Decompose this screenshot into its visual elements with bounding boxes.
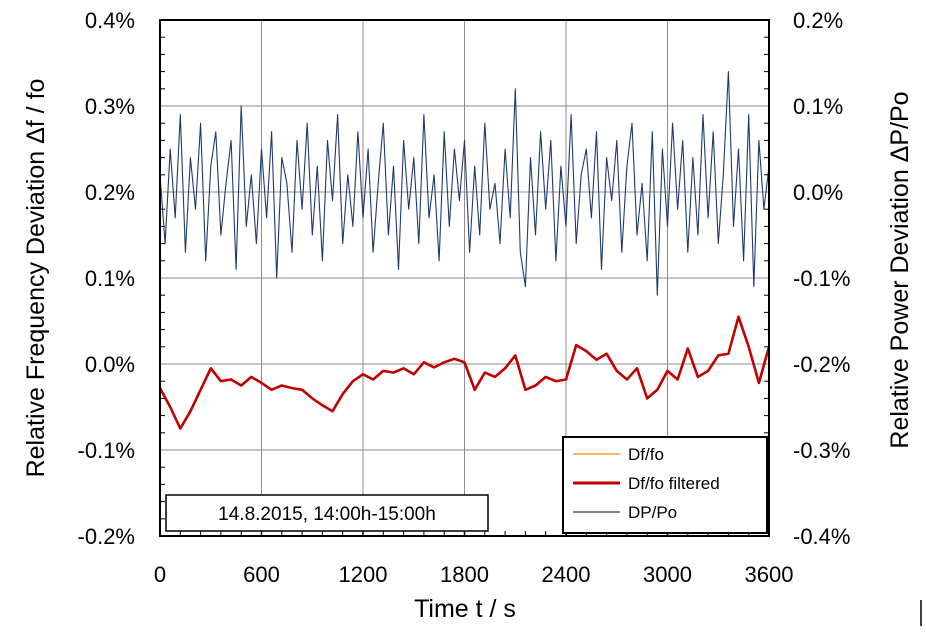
legend: Df/fo Df/fo filtered DP/Po: [562, 436, 768, 534]
annotation-text: 14.8.2015, 14:00h-15:00h: [218, 504, 436, 525]
legend-label-dp-po: DP/Po: [628, 503, 677, 522]
y-tick-label-right: -0.3%: [793, 438, 850, 463]
y-tick-label-right: -0.1%: [793, 266, 850, 291]
y-tick-label-right: -0.2%: [793, 352, 850, 377]
y-tick-label-left: 0.0%: [85, 352, 135, 377]
y-tick-label-right: -0.4%: [793, 524, 850, 549]
tick-layer: 0 600 1200 1800 2400 3000 3600 -0.2% -0.4% -0.1% -…: [78, 8, 851, 587]
x-axis-title: Time t / s: [414, 595, 516, 623]
y-tick-label-left: 0.4%: [85, 8, 135, 33]
grid-lines: [160, 20, 769, 536]
y-tick-label-right: 0.2%: [793, 8, 843, 33]
y-tick-label-right: 0.0%: [793, 180, 843, 205]
y-tick-label-left: 0.3%: [85, 94, 135, 119]
x-tick-label: 0: [154, 562, 166, 587]
right-axis-title: Relative Power Deviation ΔP/Po: [886, 91, 914, 448]
x-tick-label: 3600: [745, 562, 794, 587]
y-tick-label-left: 0.1%: [85, 266, 135, 291]
legend-label-df-fo: Df/fo: [628, 445, 664, 464]
series-line-dp-po: [159, 71, 770, 296]
x-tick-label: 600: [243, 562, 280, 587]
y-tick-label-left: 0.2%: [85, 180, 135, 205]
x-tick-label: 1200: [339, 562, 388, 587]
x-tick-label: 2400: [542, 562, 591, 587]
left-axis-title: Relative Frequency Deviation Δf / fo: [22, 79, 50, 478]
series-line-df-fo-filtered: [158, 315, 771, 430]
x-tick-label: 1800: [440, 562, 489, 587]
y-tick-label-right: 0.1%: [793, 94, 843, 119]
x-tick-label: 3000: [643, 562, 692, 587]
annotation-box: 14.8.2015, 14:00h-15:00h: [165, 494, 489, 532]
legend-label-df-fo-filtered: Df/fo filtered: [628, 474, 720, 493]
y-tick-label-left: -0.1%: [78, 438, 135, 463]
series-layer: [158, 71, 771, 430]
y-tick-label-left: -0.2%: [78, 524, 135, 549]
